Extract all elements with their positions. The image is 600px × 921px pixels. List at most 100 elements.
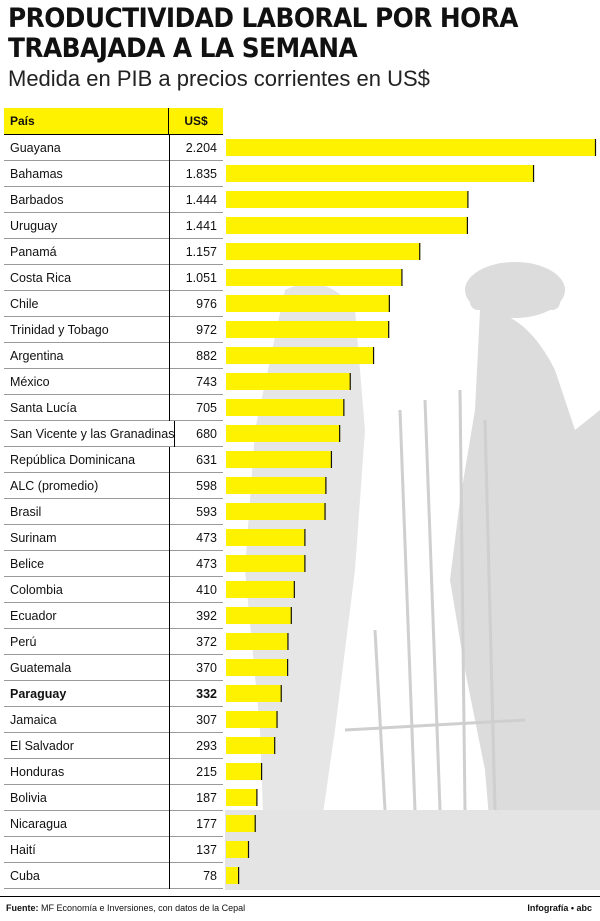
table-row: Bolivia 187 [4,784,223,811]
table-row: Jamaica 307 [4,706,223,733]
table-row: Nicaragua 177 [4,810,223,837]
country-label: Surinam [10,530,57,545]
country-label: Guatemala [10,660,72,675]
table-row: ALC (promedio) 598 [4,472,223,499]
country-label: Guayana [10,140,61,155]
country-label: El Salvador [10,738,74,753]
table-row: Haití 137 [4,836,223,863]
country-label: Perú [10,634,37,649]
country-label: Uruguay [10,218,58,233]
bar [226,191,469,208]
country-label: Barbados [10,192,64,207]
bar [226,165,535,182]
value-label: 78 [169,862,223,889]
table-row: Colombia 410 [4,576,223,603]
value-label: 473 [169,550,223,577]
value-label: 392 [169,602,223,629]
chart-subtitle: Medida en PIB a precios corrientes en US… [8,66,430,91]
table-row: México 743 [4,368,223,395]
country-label: San Vicente y las Granadinas [10,426,175,441]
country-label: Colombia [10,582,63,597]
country-label: Haití [10,842,36,857]
table-row: República Dominicana 631 [4,446,223,473]
bar [226,139,596,156]
value-label: 307 [169,706,223,733]
table-row: Argentina 882 [4,342,223,369]
footer: Fuente: MF Economía e Inversiones, con d… [0,896,600,921]
country-label: Trinidad y Tobago [10,322,109,337]
table-row: Panamá 1.157 [4,238,223,265]
value-label: 187 [169,784,223,811]
value-label: 680 [174,420,223,447]
table-row: Perú 372 [4,628,223,655]
value-label: 372 [169,628,223,655]
header-country: País [10,114,35,128]
credit: Infografía • abc [527,903,592,913]
table-header: País US$ [4,108,223,135]
bar [226,217,468,234]
country-label: México [10,374,50,389]
country-label: Honduras [10,764,65,779]
table-row: Uruguay 1.441 [4,212,223,239]
country-label: Panamá [10,244,57,259]
table-row: Cuba 78 [4,862,223,889]
value-label: 2.204 [169,134,223,161]
value-label: 1.051 [169,264,223,291]
table-body: Guayana 2.204 Bahamas 1.835 Barbados 1.444 Uru… [4,134,223,889]
table-row: Guayana 2.204 [4,134,223,161]
table-row: Belice 473 [4,550,223,577]
source-label: Fuente: [6,903,39,913]
table-row: Ecuador 392 [4,602,223,629]
country-label: Jamaica [10,712,57,727]
table-row: Barbados 1.444 [4,186,223,213]
country-label: Belice [10,556,45,571]
value-label: 1.835 [169,160,223,187]
table-row: Costa Rica 1.051 [4,264,223,291]
table-row: El Salvador 293 [4,732,223,759]
country-label: Brasil [10,504,42,519]
data-table: País US$ Guayana 2.204 Bahamas 1.835 Barbado… [4,108,223,889]
table-row: Bahamas 1.835 [4,160,223,187]
country-label: Ecuador [10,608,57,623]
value-label: 631 [169,446,223,473]
chart-title: PRODUCTIVIDAD LABORAL POR HORA TRABAJADA… [8,3,519,64]
country-label: Cuba [10,868,40,883]
value-label: 743 [169,368,223,395]
country-label: Nicaragua [10,816,67,831]
table-row: Santa Lucía 705 [4,394,223,421]
value-label: 1.444 [169,186,223,213]
country-label: Santa Lucía [10,400,77,415]
value-label: 370 [169,654,223,681]
country-label: República Dominicana [10,452,136,467]
country-label: Costa Rica [10,270,72,285]
country-label: Bolivia [10,790,47,805]
table-row: Paraguay 332 [4,680,223,707]
value-label: 332 [169,680,223,707]
country-label: Paraguay [10,686,67,701]
source: Fuente: MF Economía e Inversiones, con d… [6,897,245,919]
value-label: 882 [169,342,223,369]
country-label: Chile [10,296,39,311]
worker-silhouette-background [225,262,600,890]
value-label: 473 [169,524,223,551]
source-text: MF Economía e Inversiones, con datos de … [41,903,246,913]
table-row: Guatemala 370 [4,654,223,681]
table-row: Brasil 593 [4,498,223,525]
country-label: ALC (promedio) [10,478,99,493]
value-label: 293 [169,732,223,759]
table-row: Surinam 473 [4,524,223,551]
value-label: 598 [169,472,223,499]
value-label: 177 [169,810,223,837]
value-label: 410 [169,576,223,603]
table-row: Chile 976 [4,290,223,317]
value-label: 215 [169,758,223,785]
country-label: Bahamas [10,166,63,181]
value-label: 593 [169,498,223,525]
table-row: San Vicente y las Granadinas 680 [4,420,223,447]
value-label: 705 [169,394,223,421]
value-label: 1.441 [169,212,223,239]
value-label: 972 [169,316,223,343]
value-label: 137 [169,836,223,863]
country-label: Argentina [10,348,64,363]
value-label: 976 [169,290,223,317]
